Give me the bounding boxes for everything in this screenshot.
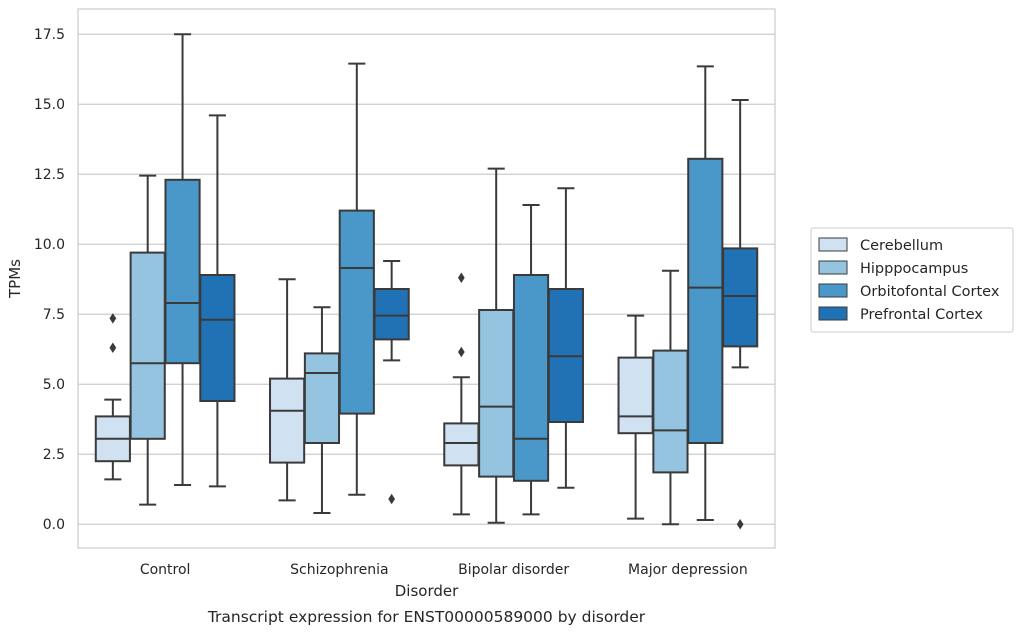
box-iqr (164, 178, 201, 365)
box-iqr (199, 274, 236, 402)
legend-frame (810, 227, 1014, 333)
x-axis-label: Disorder (395, 582, 459, 600)
legend: Cerebellum Hipppocampus Orbitofontal Corte… (810, 227, 1014, 333)
outlier-point (109, 313, 117, 324)
legend-swatch (818, 260, 848, 275)
outlier-point (388, 493, 396, 505)
box-orbitofontal-cortex (164, 33, 201, 486)
boxes (94, 33, 759, 530)
box-prefrontal-cortex (547, 187, 584, 489)
y-tick-label: 15.0 (34, 97, 65, 113)
box-hipppocampus (303, 306, 341, 514)
box-iqr (512, 274, 550, 482)
box-iqr (722, 247, 759, 348)
box-iqr (269, 377, 306, 464)
y-tick-label: 17.5 (34, 27, 65, 43)
legend-label: Hipppocampus (860, 261, 968, 277)
x-tick-label: Control (140, 562, 191, 578)
y-tick-label: 7.5 (43, 307, 65, 323)
box-prefrontal-cortex (373, 260, 410, 505)
x-tick-labels: Control Schizophrenia Bipolar disorder Majo… (140, 562, 748, 578)
box-orbitofontal-cortex (512, 204, 550, 516)
box-iqr (687, 157, 724, 445)
y-tick-label: 12.5 (34, 167, 65, 183)
y-tick-label: 0.0 (43, 517, 65, 533)
box-iqr (373, 288, 410, 341)
x-tick-label: Bipolar disorder (458, 562, 569, 578)
y-tick-label: 10.0 (34, 237, 65, 253)
box-cerebellum (617, 314, 654, 520)
box-cerebellum (269, 278, 306, 502)
box-hipppocampus (652, 269, 689, 526)
box-iqr (443, 422, 480, 467)
outlier-point (457, 272, 465, 284)
y-tick-labels: 0.0 2.5 5.0 7.5 10.0 12.5 15.0 17.5 (34, 27, 65, 533)
box-iqr (652, 349, 689, 474)
box-cerebellum (443, 272, 480, 516)
box-cerebellum (94, 313, 131, 481)
box-iqr (478, 309, 515, 478)
box-orbitofontal-cortex (687, 65, 724, 521)
box-iqr (338, 209, 375, 415)
x-tick-label: Major depression (628, 562, 748, 578)
legend-swatch (818, 237, 848, 252)
box-hipppocampus (129, 174, 166, 506)
box-iqr (129, 251, 166, 440)
x-tick-label: Schizophrenia (290, 562, 388, 578)
outlier-point (109, 342, 117, 354)
plot-frame (77, 8, 776, 549)
legend-swatch (818, 283, 848, 298)
legend-label: Orbitofontal Cortex (860, 284, 1000, 300)
chart-caption: Transcript expression for ENST0000058900… (207, 608, 646, 626)
box-orbitofontal-cortex (338, 62, 375, 496)
box-hipppocampus (478, 167, 515, 524)
box-iqr (617, 356, 654, 435)
y-tick-label: 2.5 (43, 447, 65, 463)
outlier-point (457, 346, 465, 358)
legend-label: Prefrontal Cortex (860, 307, 983, 323)
y-axis-label: TPMs (6, 259, 24, 299)
y-tick-label: 5.0 (43, 377, 65, 393)
box-prefrontal-cortex (722, 99, 759, 530)
legend-label: Cerebellum (860, 238, 943, 254)
legend-swatch (818, 306, 848, 321)
outlier-point (736, 518, 744, 530)
box-iqr (303, 352, 341, 444)
box-prefrontal-cortex (199, 114, 236, 488)
